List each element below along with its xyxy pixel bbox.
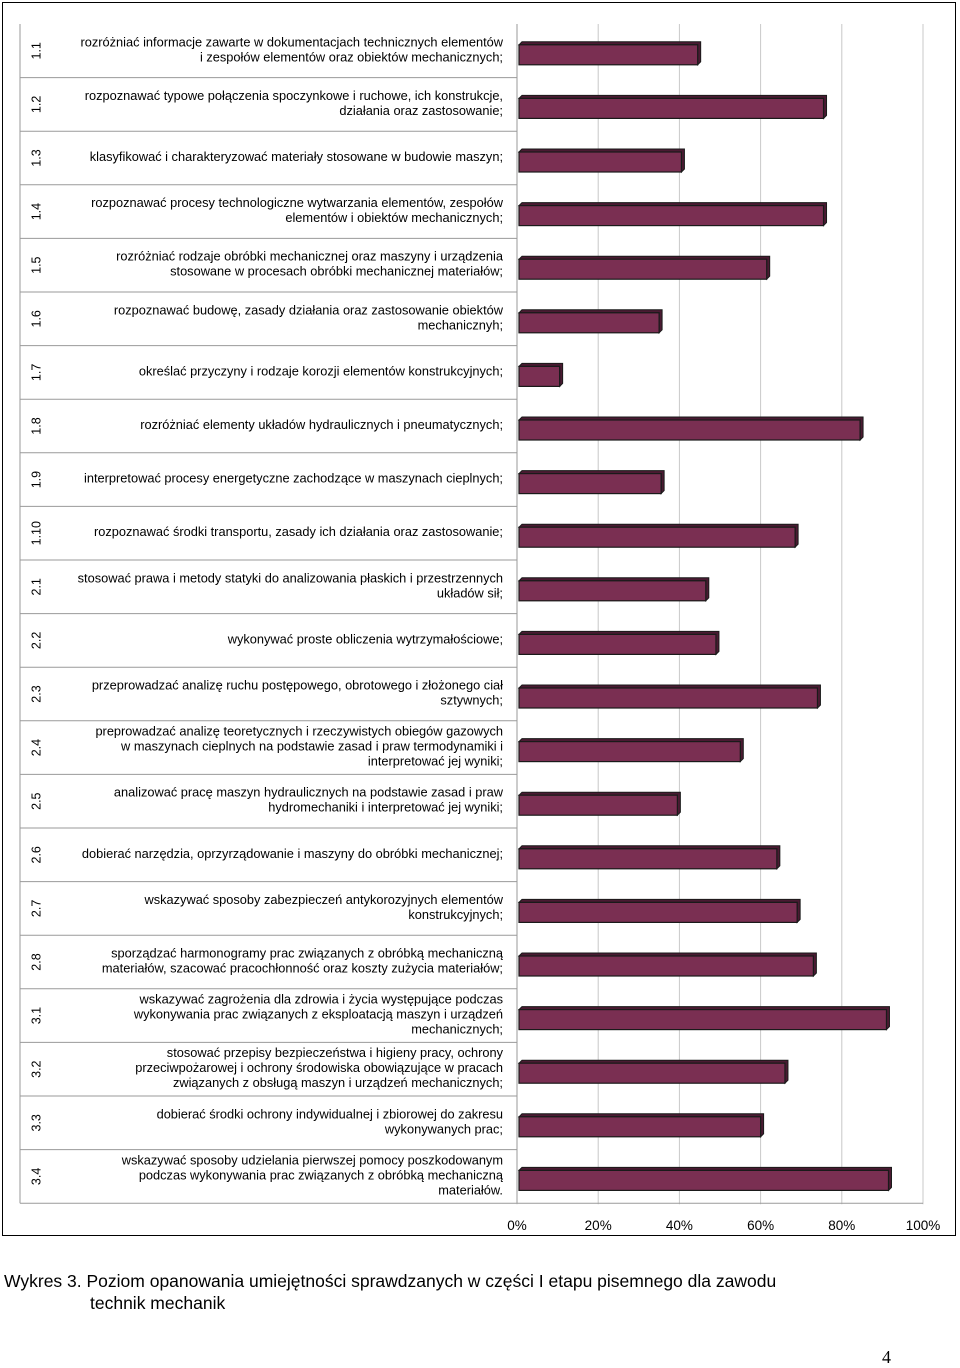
row-label-1.6: rozpoznawać budowę, zasady działania ora…	[114, 303, 504, 333]
row-label-1.5: rozróżniać rodzaje obróbki mechanicznej …	[116, 249, 504, 279]
row-code-2.2: 2.2	[29, 632, 43, 649]
bar-1.5	[518, 258, 768, 280]
row-code-2.5: 2.5	[29, 792, 43, 809]
bar-2.8	[518, 955, 814, 977]
bar-1.3	[518, 151, 683, 173]
row-code-1.9: 1.9	[29, 471, 43, 488]
row-code-1.10: 1.10	[29, 521, 43, 545]
row-label-3.1: wskazywać zagrożenia dla zdrowia i życia…	[133, 992, 503, 1037]
row-code-1.7: 1.7	[29, 364, 43, 381]
row-label-1.3: klasyfikować i charakteryzować materiały…	[90, 149, 503, 164]
row-label-3.2: stosować przepisy bezpieczeństwa i higie…	[135, 1046, 503, 1091]
row-label-2.2: wykonywać proste obliczenia wytrzymałośc…	[227, 632, 503, 647]
row-code-2.3: 2.3	[29, 685, 43, 702]
x-tick-label-5: 100%	[906, 1218, 941, 1233]
row-code-1.8: 1.8	[29, 417, 43, 434]
bar-2.4	[518, 740, 741, 763]
row-label-1.7: określać przyczyny i rodzaje korozji ele…	[139, 364, 503, 379]
bar-2.1	[518, 580, 707, 602]
bar-1.7	[518, 365, 561, 387]
row-label-2.6: dobierać narzędzia, oprzyrządowanie i ma…	[82, 846, 503, 861]
row-code-1.6: 1.6	[29, 310, 43, 327]
figure-caption: Wykres 3. Poziom opanowania umiejętności…	[4, 1270, 904, 1314]
caption-line-2: technik mechanik	[90, 1293, 226, 1313]
x-tick-label-1: 20%	[585, 1218, 612, 1233]
row-code-3.4: 3.4	[29, 1168, 43, 1185]
bar-1.4	[518, 205, 825, 227]
row-label-2.7: wskazywać sposoby zabezpieczeń antykoroz…	[144, 892, 504, 922]
row-code-3.1: 3.1	[29, 1007, 43, 1024]
row-code-2.7: 2.7	[29, 900, 43, 917]
row-code-2.4: 2.4	[29, 739, 43, 756]
bar-2.3	[518, 687, 819, 709]
row-code-1.2: 1.2	[29, 96, 43, 113]
caption-line-1: Wykres 3. Poziom opanowania umiejętności…	[4, 1271, 777, 1291]
bar-3.3	[518, 1116, 762, 1138]
bar-3.2	[518, 1062, 786, 1084]
bar-1.2	[518, 97, 825, 120]
bar-2.7	[518, 901, 798, 924]
row-label-1.9: interpretować procesy energetyczne zacho…	[84, 471, 503, 486]
x-tick-label-3: 60%	[747, 1218, 774, 1233]
bar-3.1	[518, 1008, 888, 1031]
x-tick-label-0: 0%	[507, 1218, 527, 1233]
bar-1.6	[518, 312, 660, 334]
row-code-2.6: 2.6	[29, 846, 43, 863]
row-code-1.3: 1.3	[29, 149, 43, 166]
bar-2.2	[518, 633, 717, 656]
bar-2.5	[518, 794, 678, 816]
row-label-1.4: rozpoznawać procesy technologiczne wytwa…	[91, 195, 504, 225]
bar-2.6	[518, 848, 778, 870]
row-code-2.8: 2.8	[29, 953, 43, 970]
bar-1.9	[518, 473, 662, 495]
row-label-2.3: przeprowadzać analizę ruchu postępowego,…	[92, 678, 503, 708]
chart-frame: 1.1 rozróżniać informacje zawarte w dokum…	[2, 2, 956, 1236]
row-code-2.1: 2.1	[29, 578, 43, 595]
row-label-1.1: rozróżniać informacje zawarte w dokument…	[81, 35, 504, 65]
row-label-2.8: sporządzać harmonogramy prac związanych …	[102, 946, 504, 976]
bar-1.8	[518, 419, 861, 441]
row-label-2.1: stosować prawa i metody statyki do anali…	[78, 571, 503, 601]
bar-1.1	[518, 44, 699, 66]
x-tick-label-4: 80%	[828, 1218, 855, 1233]
row-code-1.5: 1.5	[29, 256, 43, 273]
row-label-3.3: dobierać środki ochrony indywidualnej i …	[157, 1107, 503, 1137]
row-code-1.4: 1.4	[29, 203, 43, 220]
page-number: 4	[882, 1347, 891, 1367]
row-label-2.5: analizować pracę maszyn hydraulicznych n…	[114, 785, 504, 815]
row-code-1.1: 1.1	[29, 42, 43, 59]
row-label-1.10: rozpoznawać środki transportu, zasady ic…	[94, 525, 503, 540]
row-label-1.2: rozpoznawać typowe połączenia spoczynkow…	[85, 88, 503, 118]
bar-3.4	[518, 1169, 890, 1192]
x-tick-label-2: 40%	[666, 1218, 693, 1233]
row-label-3.4: wskazywać sposoby udzielania pierwszej p…	[121, 1153, 504, 1198]
row-label-1.8: rozróżniać elementy układów hydrauliczny…	[140, 417, 503, 432]
bar-chart: 1.1 rozróżniać informacje zawarte w dokum…	[19, 24, 941, 1233]
row-code-3.2: 3.2	[29, 1060, 43, 1077]
row-code-3.3: 3.3	[29, 1114, 43, 1131]
bar-1.10	[518, 526, 796, 548]
row-label-2.4: preprowadzać analizę teoretycznych i rze…	[95, 724, 503, 769]
